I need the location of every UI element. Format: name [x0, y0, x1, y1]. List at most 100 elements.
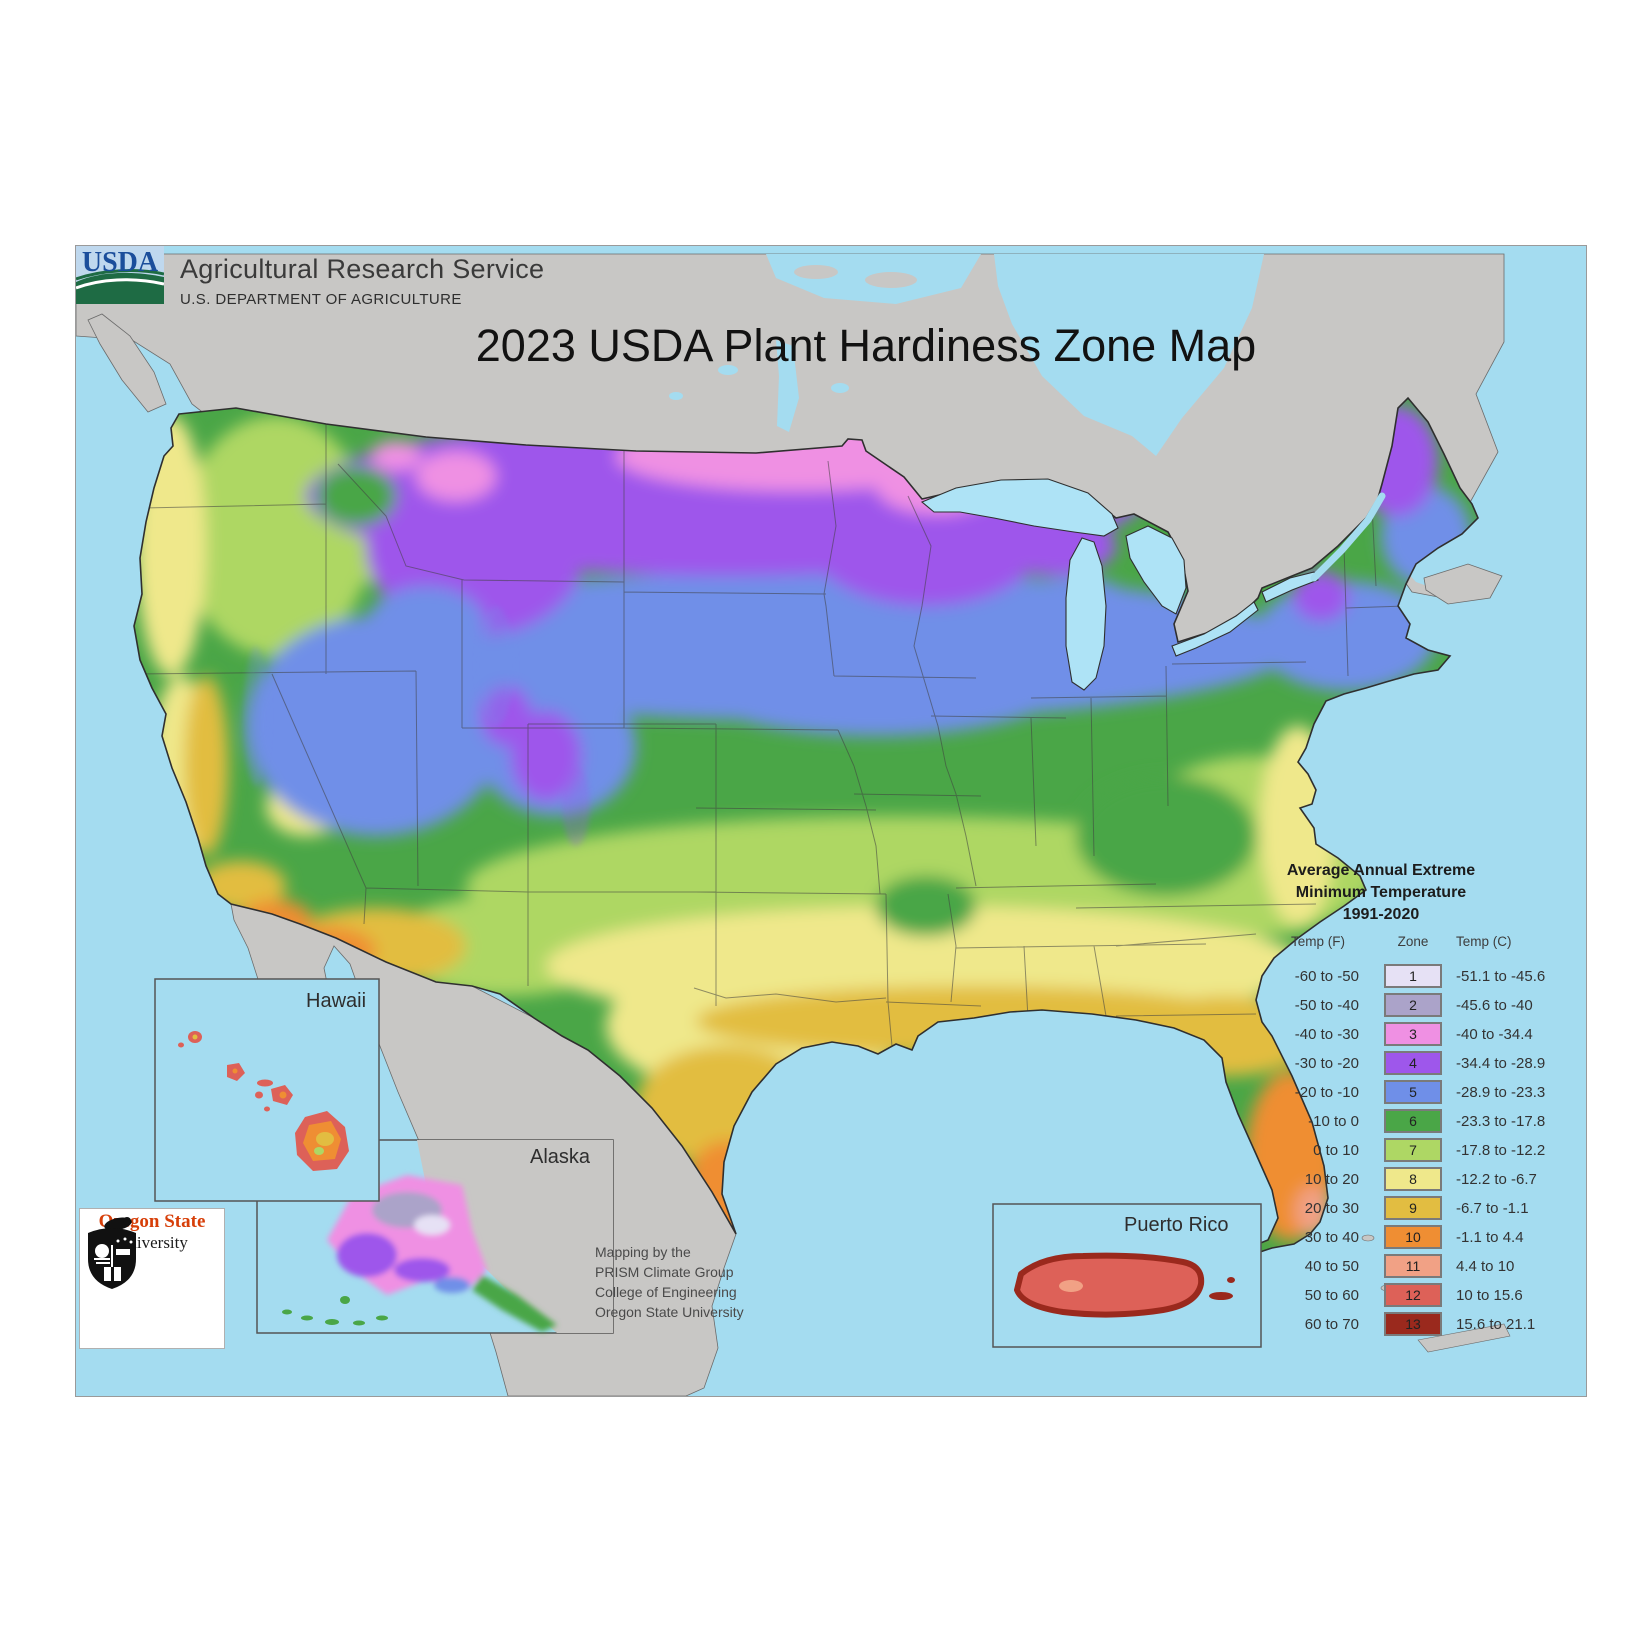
- zone-swatch: 6: [1384, 1109, 1442, 1133]
- attribution-line: Mapping by the: [595, 1244, 691, 1260]
- inset-hawaii-label: Hawaii: [306, 990, 367, 1012]
- legend-row: 40 to 50 11 4.4 to 10: [1259, 1254, 1586, 1278]
- inset-alaska-label: Alaska: [530, 1146, 591, 1168]
- legend-title-line2: Minimum Temperature: [1295, 884, 1467, 901]
- temp-f-value: 50 to 60: [1304, 1286, 1359, 1304]
- attribution-line: PRISM Climate Group: [595, 1264, 734, 1280]
- aleutian-islands: [282, 1296, 388, 1326]
- lake-erie: [1171, 601, 1259, 657]
- temp-f-value: -20 to -10: [1294, 1083, 1359, 1101]
- legend-row: 10 to 20 8 -12.2 to -6.7: [1259, 1167, 1586, 1191]
- temp-c-value: -17.8 to -12.2: [1456, 1141, 1546, 1159]
- vieques: [1209, 1292, 1233, 1300]
- svg-text:USDA: USDA: [82, 247, 159, 278]
- temp-f-value: 40 to 50: [1304, 1257, 1359, 1275]
- temp-f-value: 60 to 70: [1304, 1315, 1359, 1333]
- temp-f-value: -50 to -40: [1294, 996, 1359, 1014]
- temp-c-value: -12.2 to -6.7: [1456, 1170, 1537, 1188]
- legend-row: -40 to -30 3 -40 to -34.4: [1259, 1022, 1586, 1046]
- page-title: 2023 USDA Plant Hardiness Zone Map: [475, 320, 1257, 371]
- zone-swatch: 7: [1384, 1138, 1442, 1162]
- temp-c-value: -51.1 to -45.6: [1456, 967, 1546, 985]
- temp-f-value: -40 to -30: [1294, 1025, 1359, 1043]
- col-temp-c: Temp (C): [1456, 934, 1512, 949]
- lake-superior: [920, 478, 1119, 537]
- lanai: [255, 1091, 263, 1099]
- lake-huron: [1125, 525, 1187, 615]
- legend-row: 30 to 40 10 -1.1 to 4.4: [1259, 1225, 1586, 1249]
- zone-swatch: 1: [1384, 964, 1442, 988]
- vancouver-island: [87, 313, 167, 413]
- temp-c-value: -6.7 to -1.1: [1456, 1199, 1529, 1217]
- temp-c-value: 4.4 to 10: [1456, 1257, 1515, 1275]
- legend-rows: -60 to -50 1 -51.1 to -45.6 -50 to -40 2 -45.…: [1259, 964, 1586, 1341]
- hudson-bay: [994, 254, 1264, 456]
- osu-logo-box: Oregon State University: [79, 1208, 225, 1349]
- legend-row: 20 to 30 9 -6.7 to -1.1: [1259, 1196, 1586, 1220]
- usda-logo: USDA: [76, 246, 164, 304]
- col-temp-f: Temp (F): [1291, 934, 1345, 949]
- temp-c-value: -1.1 to 4.4: [1456, 1228, 1524, 1246]
- lake-ontario: [1261, 571, 1319, 603]
- puerto-rico-island: [1014, 1252, 1205, 1318]
- st-lawrence-river: [1310, 492, 1386, 582]
- legend-row: 60 to 70 13 15.6 to 21.1: [1259, 1312, 1586, 1336]
- kahoolawe: [264, 1106, 270, 1112]
- temp-c-value: -40 to -34.4: [1456, 1025, 1533, 1043]
- temp-f-value: 30 to 40: [1304, 1228, 1359, 1246]
- legend-title-line3: 1991-2020: [1342, 906, 1420, 923]
- header-title: Agricultural Research Service: [180, 254, 545, 284]
- temp-f-value: -10 to 0: [1308, 1112, 1359, 1130]
- legend-row: -20 to -10 5 -28.9 to -23.3: [1259, 1080, 1586, 1104]
- legend-row: -60 to -50 1 -51.1 to -45.6: [1259, 964, 1586, 988]
- zone-swatch: 4: [1384, 1051, 1442, 1075]
- state-lines: [135, 421, 1407, 1047]
- temp-c-value: 10 to 15.6: [1456, 1286, 1523, 1304]
- zone-swatch: 5: [1384, 1080, 1442, 1104]
- attribution-line: Oregon State University: [595, 1304, 744, 1320]
- alaska-canada-gray: [417, 1140, 613, 1333]
- temp-c-value: 15.6 to 21.1: [1456, 1315, 1536, 1333]
- temp-c-value: -45.6 to -40: [1456, 996, 1533, 1014]
- legend-row: -30 to -20 4 -34.4 to -28.9: [1259, 1051, 1586, 1075]
- temp-c-value: -28.9 to -23.3: [1456, 1083, 1546, 1101]
- inset-puerto-rico-label: Puerto Rico: [1124, 1214, 1229, 1236]
- legend-row: -10 to 0 6 -23.3 to -17.8: [1259, 1109, 1586, 1133]
- zone-swatch: 9: [1384, 1196, 1442, 1220]
- inset-alaska: [256, 1139, 614, 1334]
- zone-swatch: 8: [1384, 1167, 1442, 1191]
- lake-michigan: [1065, 537, 1107, 691]
- map-svg: [76, 246, 1586, 1396]
- temp-f-value: -30 to -20: [1294, 1054, 1359, 1072]
- molokai: [257, 1079, 273, 1087]
- culebra: [1227, 1277, 1235, 1283]
- legend-row: 50 to 60 12 10 to 15.6: [1259, 1283, 1586, 1307]
- temp-c-value: -34.4 to -28.9: [1456, 1054, 1546, 1072]
- zone-swatch: 2: [1384, 993, 1442, 1017]
- inset-hawaii: [154, 978, 380, 1202]
- great-lakes: [920, 478, 1319, 691]
- temp-f-value: 20 to 30: [1304, 1199, 1359, 1217]
- temp-f-value: -60 to -50: [1294, 967, 1359, 985]
- map-panel: USDA Agricultural Research Service U.S. …: [75, 245, 1587, 1397]
- temp-f-value: 0 to 10: [1313, 1141, 1359, 1159]
- niihau: [178, 1042, 184, 1048]
- legend-column-headers: Temp (F) Zone Temp (C): [1259, 934, 1586, 949]
- zone-swatch: 10: [1384, 1225, 1442, 1249]
- osu-crest-icon: [88, 1217, 136, 1289]
- zone-swatch: 3: [1384, 1022, 1442, 1046]
- attribution-line: College of Engineering: [595, 1284, 737, 1300]
- legend-title: Average Annual Extreme Minimum Temperatu…: [1256, 860, 1506, 926]
- zone-swatch: 12: [1384, 1283, 1442, 1307]
- zone-swatch: 13: [1384, 1312, 1442, 1336]
- legend-row: -50 to -40 2 -45.6 to -40: [1259, 993, 1586, 1017]
- legend-row: 0 to 10 7 -17.8 to -12.2: [1259, 1138, 1586, 1162]
- alaska-panhandle: [472, 1275, 557, 1332]
- inset-puerto-rico: [992, 1203, 1262, 1348]
- zone-swatch: 11: [1384, 1254, 1442, 1278]
- nova-scotia: [1423, 563, 1503, 605]
- col-zone: Zone: [1397, 934, 1429, 949]
- temp-f-value: 10 to 20: [1304, 1170, 1359, 1188]
- lake-winnipeg: [776, 340, 799, 432]
- temp-c-value: -23.3 to -17.8: [1456, 1112, 1546, 1130]
